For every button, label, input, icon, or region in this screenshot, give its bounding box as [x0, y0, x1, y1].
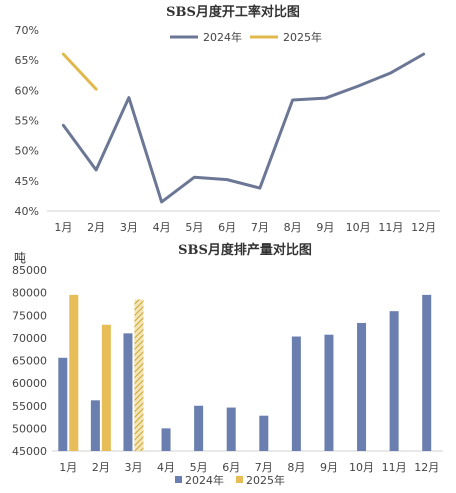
- line-x-tick-label: 11月: [378, 221, 403, 234]
- line-y-tick-label: 70%: [15, 24, 39, 37]
- bar-chart-title: SBS月度排产量对比图: [178, 242, 312, 258]
- production-bar-chart: SBS月度排产量对比图 吨 45000 50000 55000 60000 65000 7…: [12, 242, 443, 487]
- bar-legend-label: 2024年: [185, 473, 224, 487]
- bar-y-tick-label: 85000: [12, 264, 47, 277]
- line-y-tick-label: 40%: [15, 205, 39, 218]
- bar-y-tick-label: 80000: [12, 287, 47, 300]
- line-series-2024: [61, 52, 426, 204]
- bar-2024: [90, 400, 100, 451]
- line-x-tick-label: 5月: [185, 221, 203, 234]
- bar-y-tick-label: 75000: [12, 309, 47, 322]
- bar-y-tick-label: 50000: [12, 422, 47, 435]
- line-x-tick-label: 12月: [411, 221, 436, 234]
- bar-2024: [226, 407, 236, 451]
- line-x-tick-label: 7月: [251, 221, 269, 234]
- bar-2025: [101, 324, 111, 451]
- bar-x-tick-label: 5月: [190, 461, 208, 474]
- bar-legend-swatch: [175, 476, 182, 483]
- bar-y-tick-label: 60000: [12, 377, 47, 390]
- bar-2024: [123, 333, 133, 451]
- bar-y-tick-label: 65000: [12, 355, 47, 368]
- bar-2024: [291, 336, 301, 451]
- line-x-tick-label: 9月: [316, 221, 334, 234]
- line-y-tick-label: 55%: [15, 115, 39, 128]
- line-x-tick-label: 3月: [120, 221, 138, 234]
- bar-x-tick-label: 9月: [320, 461, 338, 474]
- bar-x-tick-label: 11月: [382, 461, 407, 474]
- bar-legend-label: 2025年: [246, 473, 285, 487]
- bar-2024: [194, 405, 204, 451]
- bar-y-tick-label: 70000: [12, 332, 47, 345]
- line-x-tick-label: 10月: [346, 221, 371, 234]
- bar-y-tick-label: 55000: [12, 400, 47, 413]
- bar-x-tick-label: 7月: [255, 461, 273, 474]
- bar-x-tick-label: 4月: [157, 461, 175, 474]
- line-chart-axes: 40% 45% 50% 55% 60% 65% 70% 1月 2月 3月 4月 5月 6月 7月 8月 9月 1…: [15, 24, 440, 234]
- bar-x-tick-label: 1月: [59, 461, 77, 474]
- bar-2024: [324, 334, 334, 451]
- bar-2025: [69, 294, 79, 451]
- line-y-tick-label: 60%: [15, 84, 39, 97]
- line-series-2025: [61, 52, 98, 91]
- line-x-tick-label: 8月: [284, 221, 302, 234]
- line-x-tick-label: 2月: [87, 221, 105, 234]
- bar-chart-bars: [58, 294, 432, 451]
- bar-x-tick-label: 3月: [124, 461, 142, 474]
- line-x-tick-label: 6月: [218, 221, 236, 234]
- bar-2025-forecast: [134, 299, 144, 451]
- bar-2024: [259, 415, 269, 451]
- bar-2024: [58, 357, 68, 451]
- bar-chart-unit-label: 吨: [14, 251, 26, 265]
- bar-chart-axes: 45000 50000 55000 60000 65000 70000 75000 80000…: [12, 264, 443, 474]
- line-chart-title: SBS月度开工率对比图: [166, 4, 300, 20]
- bar-chart-legend: 2024年 2025年: [175, 473, 285, 487]
- bar-x-tick-label: 10月: [349, 461, 374, 474]
- line-x-tick-label: 1月: [54, 221, 72, 234]
- bar-x-tick-label: 8月: [287, 461, 305, 474]
- line-legend-label: 2025年: [283, 30, 322, 44]
- line-y-tick-label: 65%: [15, 54, 39, 67]
- bar-x-tick-label: 2月: [92, 461, 110, 474]
- bar-2024: [422, 294, 432, 451]
- bar-x-tick-label: 12月: [414, 461, 439, 474]
- line-chart-legend: 2024年 2025年: [170, 30, 322, 44]
- bar-y-tick-label: 45000: [12, 445, 47, 458]
- bar-x-tick-label: 6月: [222, 461, 240, 474]
- utilization-line-chart: SBS月度开工率对比图 2024年 2025年 40% 45% 50% 55% 60% 65…: [15, 4, 440, 234]
- line-x-tick-label: 4月: [153, 221, 171, 234]
- line-y-tick-label: 50%: [15, 145, 39, 158]
- bar-2024: [357, 322, 367, 451]
- line-chart-series: [61, 52, 426, 204]
- bar-2024: [161, 428, 171, 451]
- bar-2024: [389, 311, 399, 451]
- line-legend-label: 2024年: [203, 30, 242, 44]
- line-y-tick-label: 45%: [15, 175, 39, 188]
- bar-legend-swatch: [236, 476, 243, 483]
